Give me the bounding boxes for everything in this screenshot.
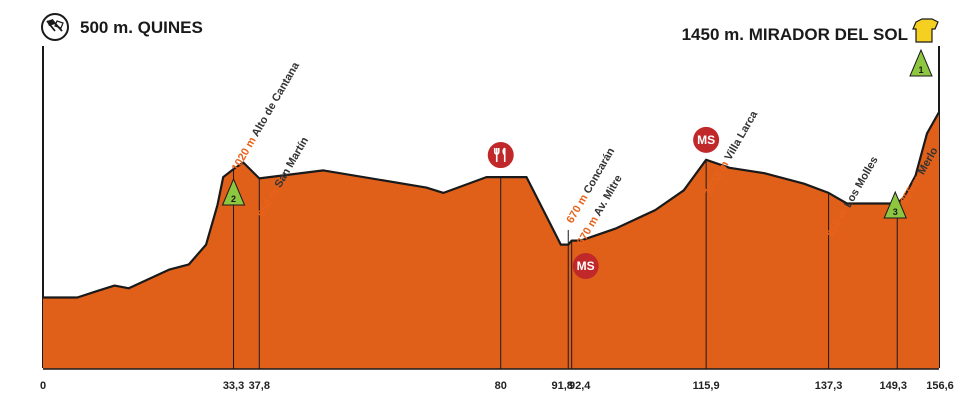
climb-category-icon — [909, 48, 933, 77]
place-name-text: Villa Larca — [723, 108, 761, 162]
flags-icon — [41, 13, 69, 41]
x-tick-label: 156,6 — [926, 380, 954, 392]
climb-category-number: 1 — [918, 65, 923, 75]
x-tick-label: 91,8 — [552, 380, 573, 392]
tick-layer: 0 33,3 37,8 80 91,892,4 115,9 137,3 149,3 156,6 — [40, 380, 954, 392]
start-label: 500 m. QUINES — [80, 18, 203, 37]
yellow-jersey-icon — [912, 18, 939, 43]
x-tick-label: 115,9 — [693, 380, 720, 392]
x-tick-label: 149,3 — [879, 380, 907, 392]
climb-category-number: 3 — [893, 207, 898, 217]
x-tick-label: 92,4 — [569, 380, 591, 392]
profile-area — [43, 112, 939, 369]
place-name-text: Alto de Cantana — [250, 60, 303, 139]
feed-zone-icon — [487, 142, 514, 169]
climb-category-icon — [221, 177, 246, 206]
sprint-badge-icon — [693, 126, 720, 153]
x-tick-label: 0 — [40, 380, 46, 392]
climb-category-icon — [883, 190, 907, 219]
x-tick-label: 37,8 — [249, 380, 270, 392]
cutlery-icon — [493, 147, 506, 163]
x-tick-label: 80 — [495, 380, 507, 392]
profile-layer — [43, 111, 940, 370]
sprint-badge-text: MS — [697, 133, 715, 147]
sprint-badge-icon — [572, 253, 599, 279]
climb-category-number: 2 — [231, 194, 236, 204]
finish-label: 1450 m. MIRADOR DEL SOL — [682, 25, 908, 44]
x-tick-label: 137,3 — [815, 380, 843, 392]
place-name-text: Los Molles — [842, 155, 881, 210]
x-tick-label: 33,3 — [223, 380, 244, 392]
icon-layer: 2 MS MS 3 1 — [221, 48, 933, 279]
profile-line — [43, 111, 940, 299]
sprint-badge-text: MS — [577, 259, 595, 273]
